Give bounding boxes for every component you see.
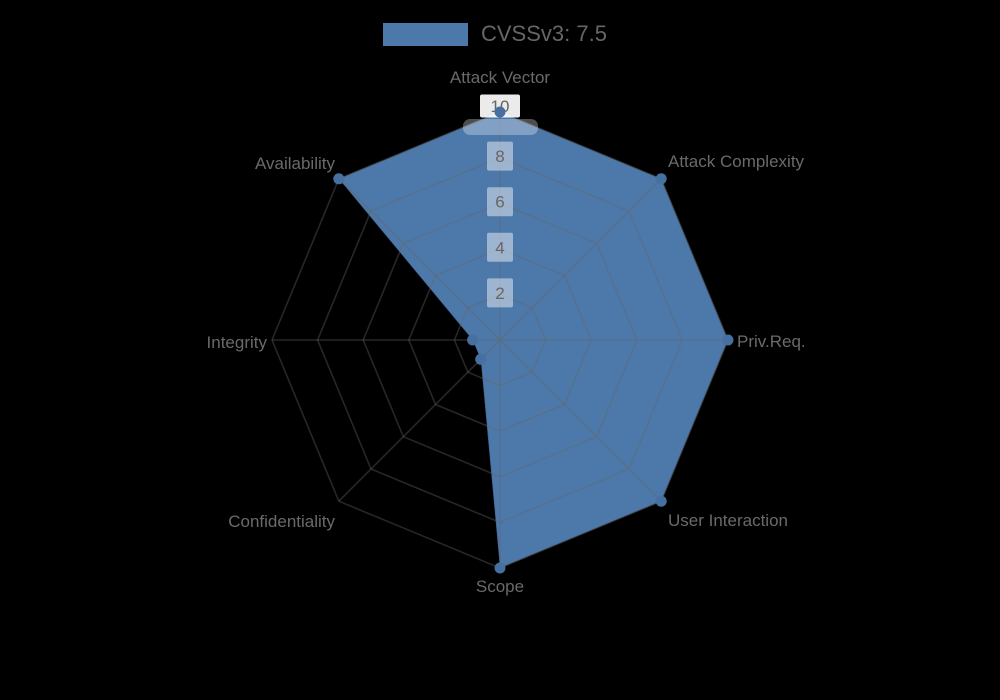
axis-label-availability: Availability xyxy=(255,154,336,173)
data-point[interactable] xyxy=(655,495,667,507)
tick-backdrop xyxy=(480,94,520,118)
grid-ring xyxy=(407,247,593,433)
tick-label: 8 xyxy=(495,147,504,166)
data-point[interactable] xyxy=(475,353,487,365)
tick-backdrop xyxy=(487,141,513,171)
axis-label-confidentiality: Confidentiality xyxy=(228,512,335,531)
radar-grid xyxy=(271,111,729,569)
grid-spoke xyxy=(499,339,662,502)
tick-label: 6 xyxy=(495,193,504,212)
axis-label-user-interaction: User Interaction xyxy=(668,511,788,530)
grid-spoke xyxy=(499,178,662,341)
grid-ring xyxy=(362,202,638,478)
data-point[interactable] xyxy=(722,334,734,346)
legend-label: CVSSv3: 7.5 xyxy=(481,21,607,46)
axis-label-scope: Scope xyxy=(476,577,524,596)
legend[interactable]: CVSSv3: 7.5 xyxy=(383,21,607,47)
data-point[interactable] xyxy=(655,173,667,185)
grid-ring xyxy=(453,293,547,387)
axis-label-attack-vector: Attack Vector xyxy=(450,68,550,87)
data-point[interactable] xyxy=(494,106,506,118)
tick-backdrop xyxy=(487,187,513,217)
data-point[interactable] xyxy=(333,173,345,185)
tick-label: 4 xyxy=(495,238,504,257)
axis-label-integrity: Integrity xyxy=(207,333,268,352)
axis-label-priv-req: Priv.Req. xyxy=(737,332,806,351)
tick-label: 2 xyxy=(495,284,504,303)
tick-backdrop xyxy=(487,278,513,308)
grid-spoke xyxy=(338,178,501,341)
grid-ring xyxy=(316,156,684,524)
axis-label-attack-complexity: Attack Complexity xyxy=(668,152,805,171)
legend-swatch xyxy=(383,22,468,46)
tick-highlight-band xyxy=(463,119,538,135)
data-point[interactable] xyxy=(494,562,506,574)
data-point[interactable] xyxy=(467,334,479,346)
grid-spoke xyxy=(338,339,501,502)
tick-backdrop xyxy=(487,232,513,262)
